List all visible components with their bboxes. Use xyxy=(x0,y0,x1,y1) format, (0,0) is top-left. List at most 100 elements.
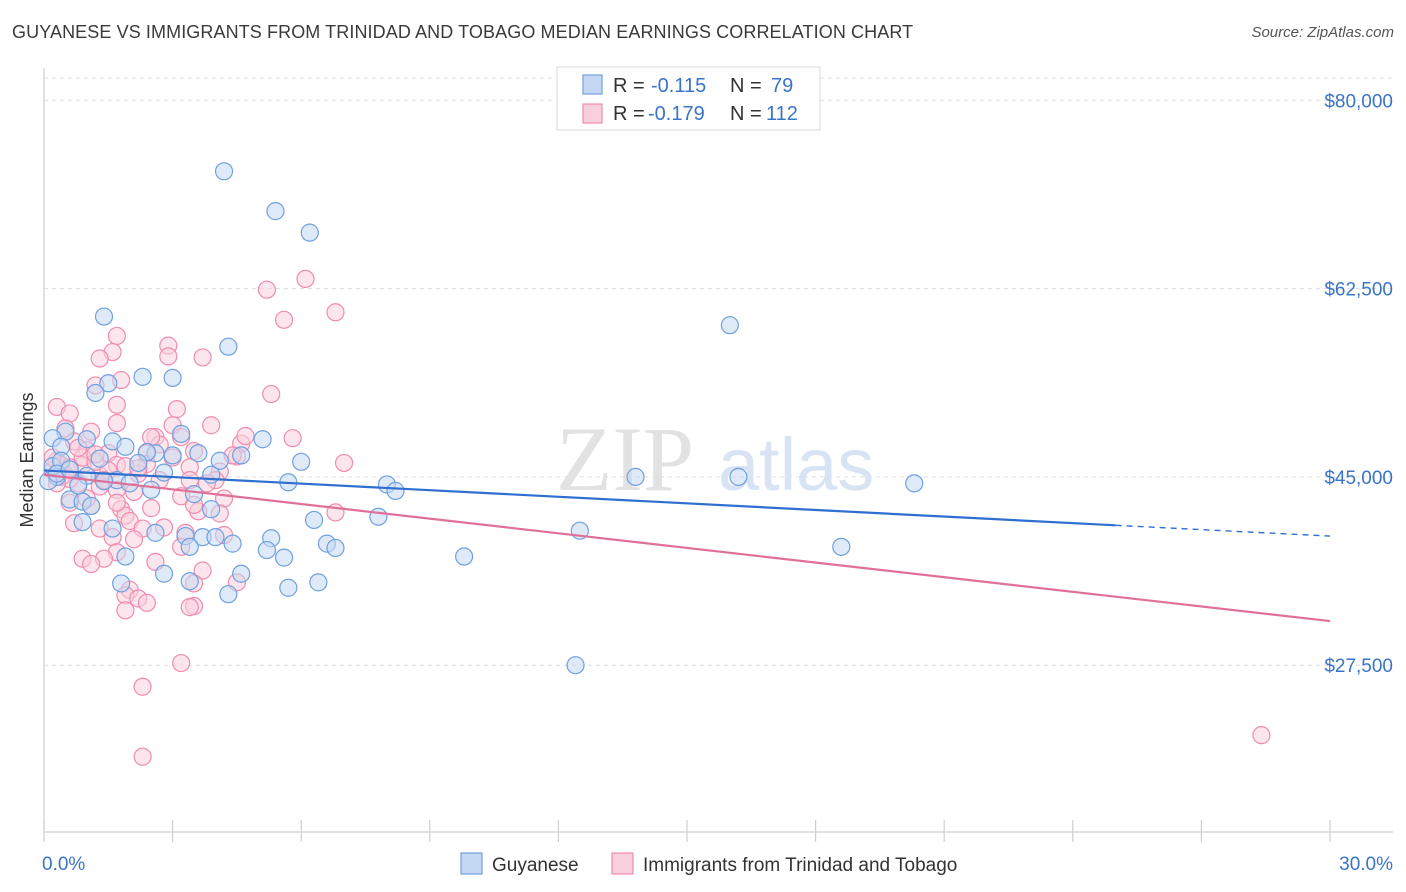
guyanese-point-78 xyxy=(142,480,161,499)
guyanese-point-58 xyxy=(116,547,135,566)
guyanese-point-63 xyxy=(232,564,251,583)
trinidad-point-108 xyxy=(107,493,126,512)
trinidad-point-19 xyxy=(202,416,221,435)
guyanese-point-76 xyxy=(90,449,109,468)
guyanese-point-30 xyxy=(729,467,748,487)
guyanese-point-23 xyxy=(292,452,311,471)
guyanese-point-3 xyxy=(94,307,114,326)
legend-r-value-1: -0.115 xyxy=(651,75,706,97)
trinidad-point-110 xyxy=(142,427,161,447)
guyanese-point-5 xyxy=(133,367,152,386)
guyanese-point-20 xyxy=(232,446,251,465)
trinidad-point-7 xyxy=(90,349,109,368)
guyanese-point-1 xyxy=(266,202,285,221)
trinidad-point-8 xyxy=(193,348,212,367)
trinidad-point-14 xyxy=(167,400,186,419)
guyanese-point-2 xyxy=(300,223,319,242)
axes xyxy=(43,68,1393,842)
guyanese-point-44 xyxy=(369,507,388,526)
guyanese-point-37 xyxy=(184,485,204,504)
guyanese-point-11 xyxy=(77,430,96,449)
guyanese-point-25 xyxy=(202,465,221,484)
guyanese-point-75 xyxy=(129,453,148,473)
trinidad-point-55 xyxy=(142,499,161,518)
guyanese-point-46 xyxy=(103,519,122,538)
trend-line-trinidad xyxy=(43,473,1331,623)
guyanese-point-57 xyxy=(326,538,345,558)
watermark-zip: ZIP xyxy=(556,408,694,510)
guyanese-point-14 xyxy=(172,424,191,443)
guyanese-point-55 xyxy=(180,537,199,556)
y-tick-label-3: $80,000 xyxy=(1324,91,1393,112)
trinidad-point-13 xyxy=(107,395,126,414)
guyanese-point-8 xyxy=(86,383,105,403)
trinidad-point-80 xyxy=(137,593,156,612)
legend-swatch-trinidad xyxy=(582,103,603,124)
trend-line-guyanese-extension xyxy=(1115,524,1331,537)
trinidad-point-86 xyxy=(133,747,152,766)
y-axis-label: Median Earnings xyxy=(17,392,37,527)
trinidad-point-84 xyxy=(172,653,191,673)
trinidad-point-82 xyxy=(180,598,199,617)
trinidad-point-12 xyxy=(262,384,281,404)
guyanese-point-7 xyxy=(163,368,182,388)
guyanese-point-74 xyxy=(69,476,88,495)
guyanese-point-45 xyxy=(73,512,92,532)
guyanese-point-22 xyxy=(210,451,229,470)
guyanese-point-65 xyxy=(112,574,131,593)
bottom-legend-swatch-trinidad xyxy=(611,852,634,875)
guyanese-point-73 xyxy=(60,460,79,479)
trinidad-point-1 xyxy=(257,280,277,299)
guyanese-point-18 xyxy=(116,437,135,456)
trinidad-point-105 xyxy=(283,429,302,448)
guyanese-point-4 xyxy=(219,337,238,356)
series-guyanese-points xyxy=(39,162,924,675)
x-tick-label-1: 30.0% xyxy=(1339,854,1393,875)
guyanese-point-59 xyxy=(274,548,294,567)
legend-r-label-1: R = xyxy=(613,75,645,97)
y-tick-label-0: $27,500 xyxy=(1324,656,1393,677)
x-tick-label-0: 0.0% xyxy=(42,854,85,875)
trinidad-point-9 xyxy=(159,347,178,366)
y-tick-label-2: $62,500 xyxy=(1324,280,1393,301)
trinidad-point-25 xyxy=(236,426,255,446)
guyanese-point-42 xyxy=(202,500,221,519)
guyanese-point-38 xyxy=(386,481,405,500)
legend-r-label-2: R = xyxy=(613,103,645,125)
guyanese-point-62 xyxy=(154,564,174,583)
trinidad-point-85 xyxy=(133,677,152,696)
legend: R = -0.115 N = 79 R = -0.179 N = 112 xyxy=(556,66,821,131)
legend-n-label-1: N = xyxy=(730,75,762,97)
trinidad-point-2 xyxy=(326,303,345,322)
guyanese-point-9 xyxy=(720,316,739,335)
watermark-atlas: atlas xyxy=(718,423,874,506)
y-tick-labels: $27,500 $45,000 $62,500 $80,000 xyxy=(1324,91,1393,677)
guyanese-point-60 xyxy=(454,547,474,566)
guyanese-point-21 xyxy=(163,446,182,465)
legend-swatch-guyanese xyxy=(582,74,603,95)
guyanese-point-68 xyxy=(219,585,238,604)
guyanese-point-67 xyxy=(279,578,298,597)
legend-n-label-2: N = xyxy=(730,103,762,125)
legend-r-value-2: -0.179 xyxy=(648,103,705,125)
source-label: Source: ZipAtlas.com xyxy=(1251,24,1394,41)
legend-n-value-1: 79 xyxy=(771,75,793,97)
trinidad-point-16 xyxy=(60,404,79,423)
trinidad-point-0 xyxy=(296,269,315,289)
bottom-legend-swatch-guyanese xyxy=(460,852,483,875)
guyanese-point-41 xyxy=(82,496,101,516)
trinidad-point-33 xyxy=(334,453,354,473)
guyanese-point-69 xyxy=(566,656,585,675)
y-tick-label-1: $45,000 xyxy=(1324,468,1393,489)
trinidad-point-67 xyxy=(124,530,144,549)
trinidad-point-3 xyxy=(274,310,294,329)
watermark: ZIP atlas xyxy=(556,408,874,510)
guyanese-point-56 xyxy=(257,540,277,560)
guyanese-point-43 xyxy=(304,510,324,530)
bottom-legend-guyanese: Guyanese xyxy=(492,855,579,876)
guyanese-point-31 xyxy=(905,474,924,493)
guyanese-point-15 xyxy=(253,430,272,449)
guyanese-point-66 xyxy=(309,573,328,592)
trinidad-point-74 xyxy=(193,561,212,580)
